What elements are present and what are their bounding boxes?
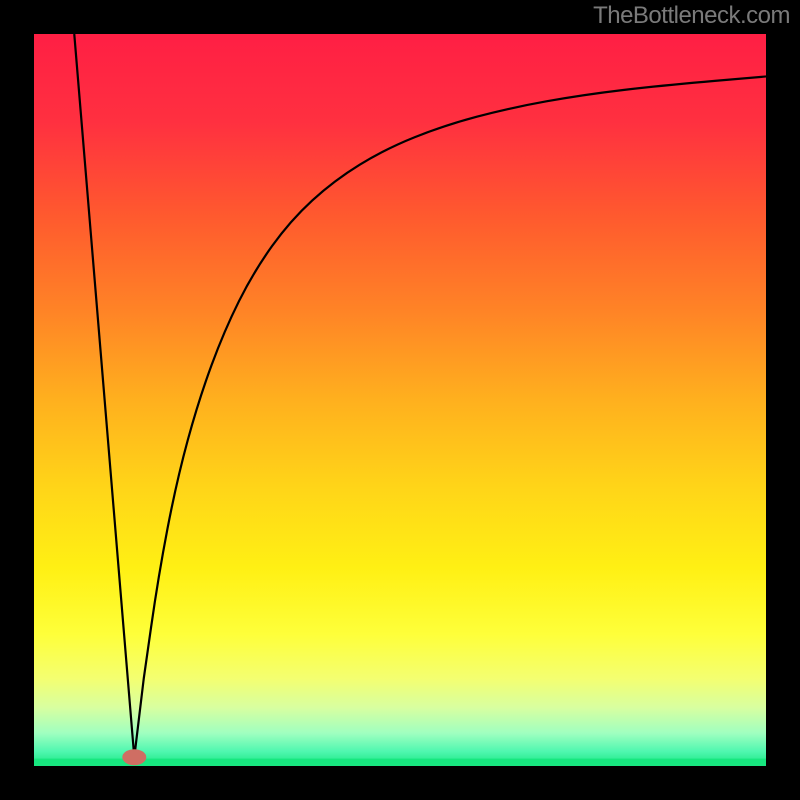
minimum-marker — [122, 749, 146, 765]
chart-container: TheBottleneck.com — [0, 0, 800, 800]
bottleneck-curve-chart — [0, 0, 800, 800]
watermark-text: TheBottleneck.com — [593, 2, 790, 30]
